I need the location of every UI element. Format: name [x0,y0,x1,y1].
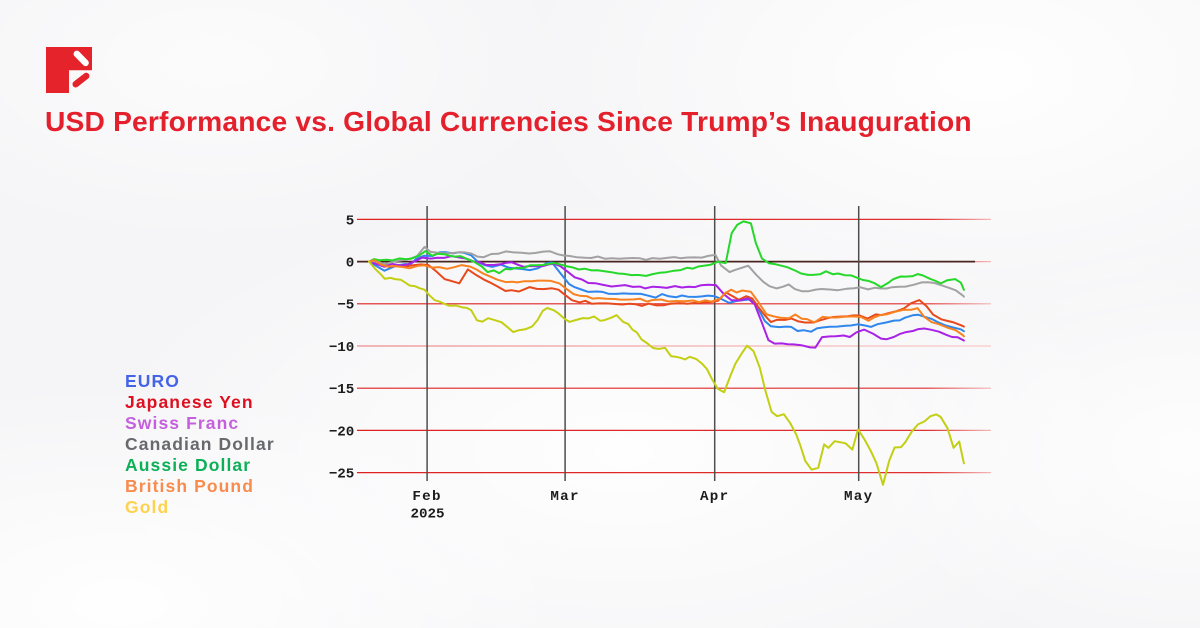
svg-text:Mar: Mar [550,489,579,505]
svg-text:−5: −5 [337,298,354,314]
svg-text:Apr: Apr [700,489,729,505]
svg-text:−15: −15 [329,382,355,398]
svg-text:May: May [844,489,873,505]
svg-text:2025: 2025 [410,506,444,522]
svg-text:−20: −20 [329,424,355,440]
svg-text:0: 0 [346,256,355,272]
svg-text:−10: −10 [329,340,355,356]
svg-text:Feb: Feb [412,489,441,505]
svg-text:5: 5 [346,213,355,229]
svg-text:−25: −25 [329,467,355,483]
